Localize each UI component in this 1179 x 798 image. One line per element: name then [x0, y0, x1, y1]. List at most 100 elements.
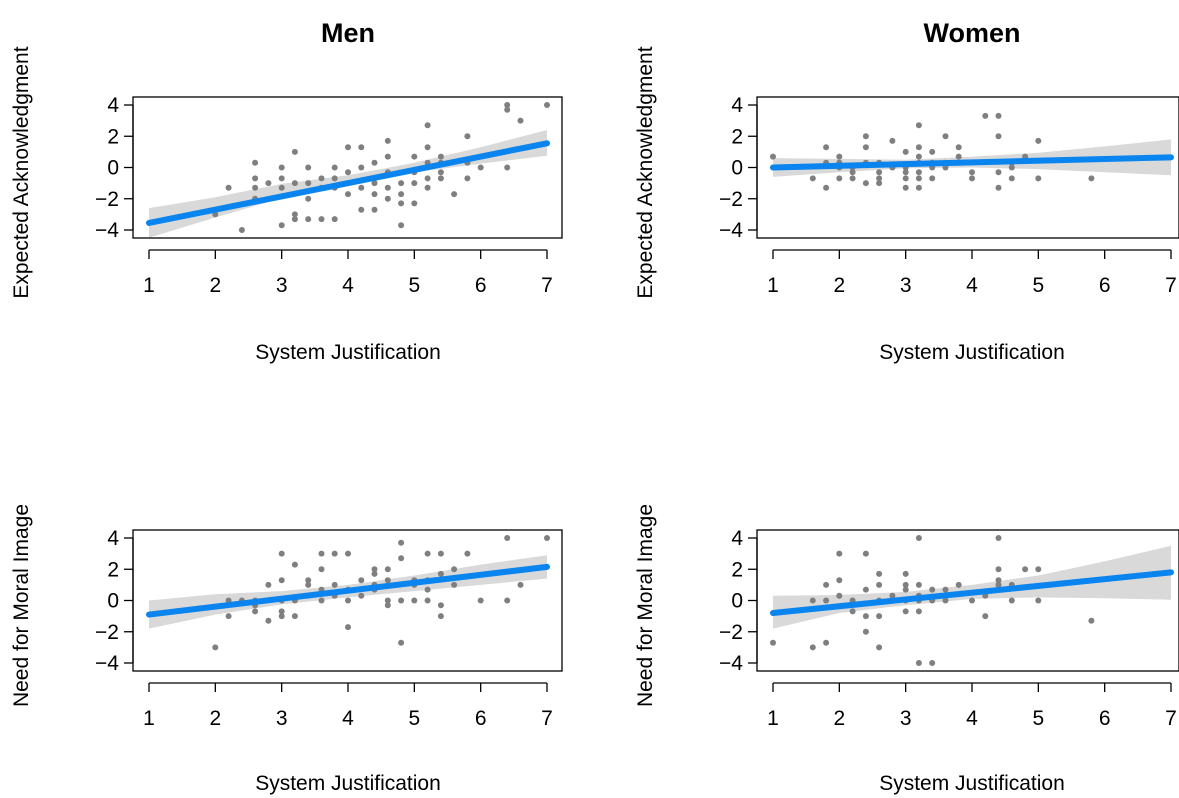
y-axis-label: Expected Acknowledgment [10, 46, 33, 298]
y-tick-label: −2 [719, 621, 743, 644]
data-point [915, 175, 922, 182]
data-point [291, 216, 298, 223]
data-point [504, 597, 511, 604]
data-point [252, 159, 259, 166]
data-point [278, 550, 285, 557]
data-point [437, 550, 444, 557]
data-point [995, 566, 1002, 573]
data-point [398, 597, 405, 604]
data-point [305, 216, 312, 223]
data-point [823, 184, 830, 191]
x-tick-label: 2 [833, 707, 845, 730]
data-point [424, 175, 431, 182]
data-point [371, 180, 378, 187]
x-tick-label: 5 [1032, 274, 1044, 297]
data-point [358, 206, 365, 213]
y-tick-label: −4 [95, 652, 119, 675]
data-point [345, 169, 351, 176]
data-point [345, 597, 351, 604]
data-point [384, 602, 391, 609]
data-point [252, 608, 259, 615]
data-point [371, 206, 378, 213]
data-point [305, 195, 312, 202]
y-tick-label: 4 [107, 94, 119, 117]
data-point [982, 112, 989, 119]
x-tick-label: 4 [966, 707, 978, 730]
x-axis-label: System Justification [255, 772, 441, 795]
data-point [358, 184, 365, 191]
x-tick-label: 2 [833, 274, 845, 297]
data-point [265, 180, 272, 187]
data-point [889, 137, 896, 144]
x-tick-label: 3 [900, 707, 912, 730]
data-point [424, 597, 431, 604]
data-point [318, 550, 325, 557]
data-point [225, 613, 232, 620]
data-point [836, 175, 843, 182]
data-point [823, 144, 830, 151]
y-tick-label: 0 [731, 157, 743, 180]
data-point [862, 180, 869, 187]
data-point [345, 191, 351, 198]
data-point [384, 195, 391, 202]
data-point [451, 191, 458, 198]
data-point [265, 581, 272, 588]
data-point [358, 144, 365, 151]
x-tick-label: 7 [1165, 274, 1177, 297]
data-point [982, 613, 989, 620]
y-axis-label: Expected Acknowledgment [634, 46, 657, 298]
x-tick-label: 1 [767, 274, 779, 297]
x-tick-label: 1 [143, 707, 155, 730]
confidence-band [773, 545, 1171, 629]
data-point [384, 597, 391, 604]
data-point [451, 581, 458, 588]
data-point [411, 180, 418, 187]
x-tick-label: 7 [541, 274, 553, 297]
data-point [305, 180, 312, 187]
data-point [823, 597, 830, 604]
data-point [384, 566, 391, 573]
data-point [876, 570, 883, 577]
data-point [942, 597, 949, 604]
x-tick-label: 6 [475, 274, 487, 297]
y-tick-label: −4 [95, 219, 119, 242]
data-point [278, 577, 285, 584]
x-tick-label: 1 [143, 274, 155, 297]
y-tick-label: −2 [719, 188, 743, 211]
data-point [915, 144, 922, 151]
x-axis-label: System Justification [879, 772, 1065, 795]
data-point [902, 169, 909, 176]
data-point [929, 660, 936, 666]
x-tick-label: 2 [209, 274, 221, 297]
data-point [876, 613, 883, 620]
data-point [876, 644, 883, 651]
data-point [902, 581, 909, 588]
data-point [424, 184, 431, 191]
data-point [504, 102, 511, 108]
data-point [305, 164, 312, 171]
data-point [770, 153, 776, 160]
x-tick-label: 1 [767, 707, 779, 730]
data-point [345, 144, 351, 151]
data-point [929, 586, 936, 593]
regression-line [770, 569, 1174, 616]
y-tick-label: 4 [731, 94, 743, 117]
data-point [451, 566, 458, 573]
y-tick-label: −4 [719, 652, 743, 675]
data-point [477, 164, 484, 171]
data-point [544, 535, 550, 541]
x-tick-label: 7 [1165, 707, 1177, 730]
data-point [1035, 137, 1042, 144]
data-point [437, 570, 444, 577]
data-point [291, 211, 298, 218]
data-point [318, 597, 325, 604]
data-point [225, 184, 232, 191]
data-point [995, 112, 1002, 119]
data-point [291, 148, 298, 155]
regression-line [770, 154, 1174, 171]
panel-title: Men [321, 18, 375, 48]
data-point [915, 169, 922, 176]
data-point [464, 175, 471, 182]
data-point [942, 586, 949, 593]
data-point [331, 550, 338, 557]
